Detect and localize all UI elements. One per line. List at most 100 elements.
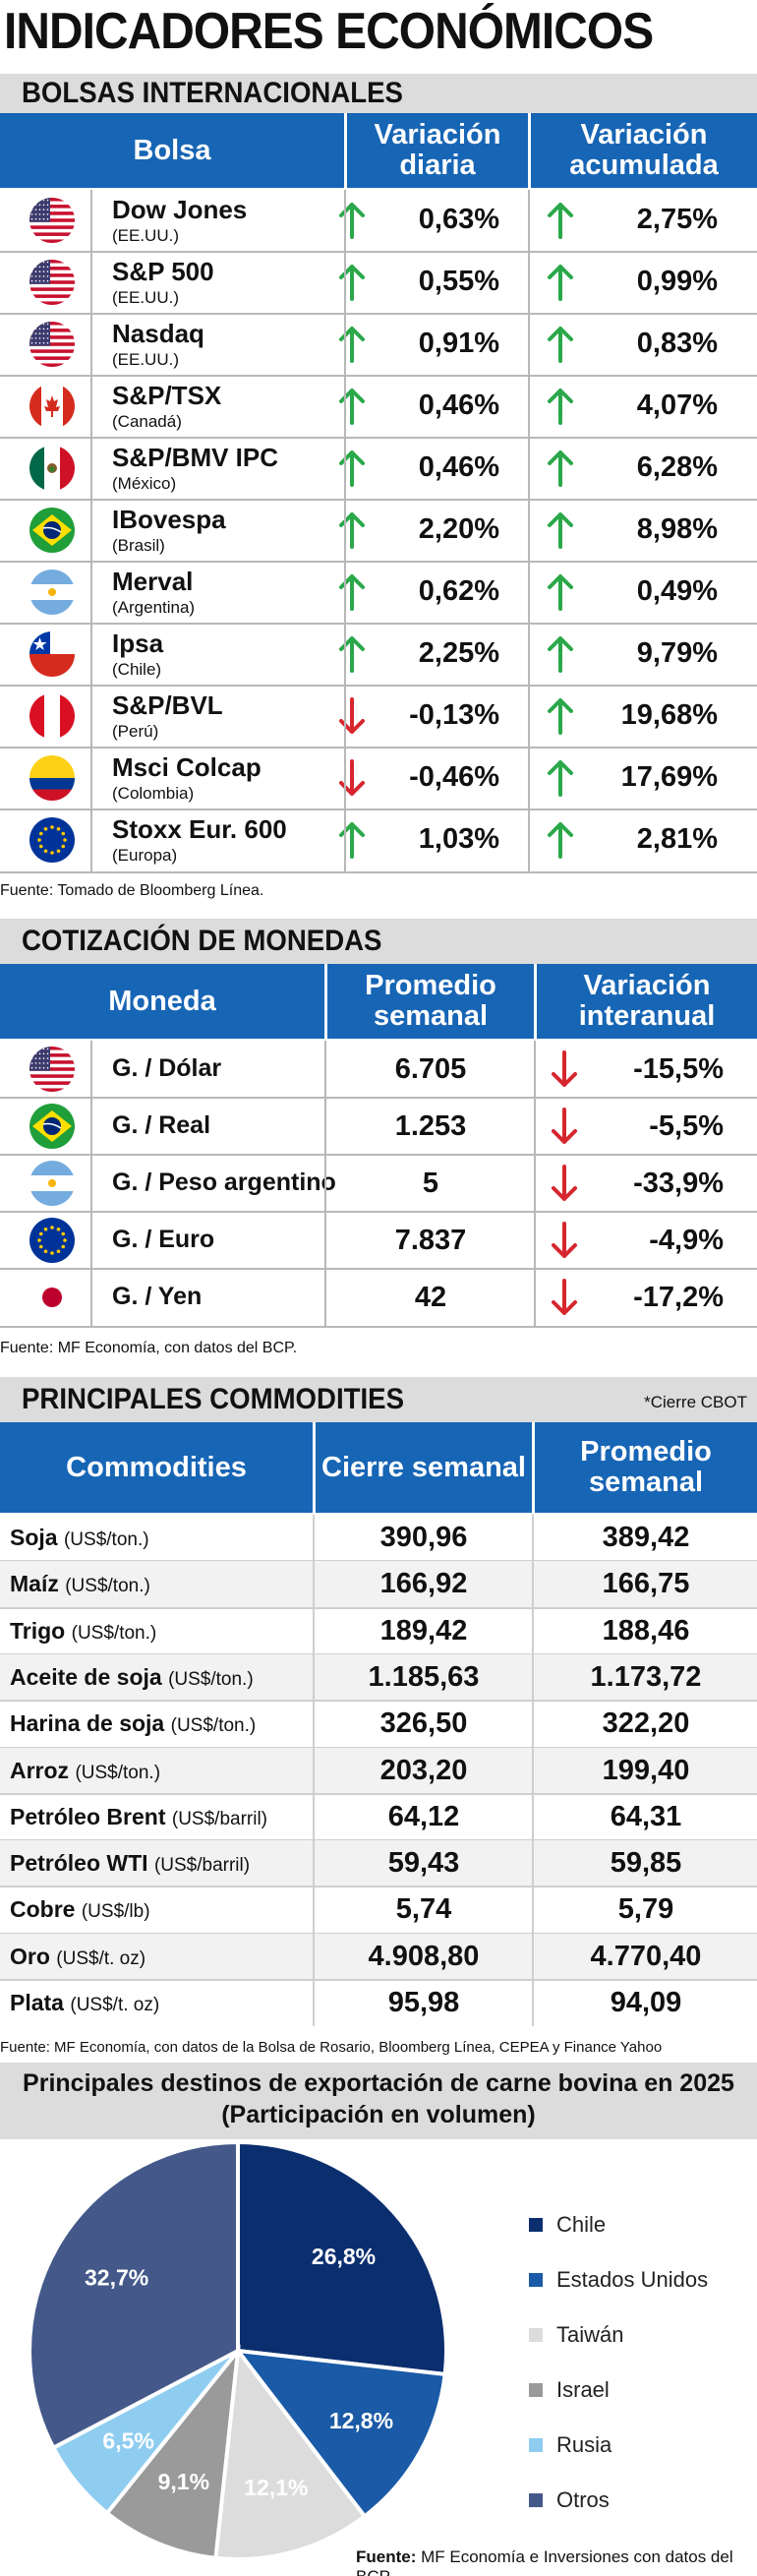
accumulated-variation: 2,75% (636, 204, 718, 235)
bolsa-row-s-p-tsx: S&P/TSX (Canadá) 0,46% 4,07% (0, 376, 757, 438)
commodity-label: Petróleo WTI (10, 1850, 148, 1876)
daily-variation: -0,46% (409, 761, 499, 793)
chile-flag-icon (29, 631, 75, 677)
section-band-monedas: COTIZACIÓN DE MONEDAS (0, 919, 757, 964)
row-stripe (0, 1840, 757, 1887)
arrow-down-icon (551, 1108, 578, 1145)
commodity-label: Aceite de soja (10, 1664, 162, 1690)
row-divider (0, 1700, 757, 1702)
arrow-down-icon (338, 759, 366, 797)
row-stripe (0, 1654, 757, 1701)
commodity-row: Trigo (US$/ton.) 189,42 188,46 (0, 1608, 757, 1654)
row-divider (0, 499, 757, 501)
daily-variation: 0,55% (418, 266, 499, 297)
chart-title: Principales destinos de exportación de c… (23, 2069, 734, 2097)
weekly-close: 59,43 (387, 1847, 460, 1879)
weekly-average: 4.770,40 (590, 1941, 702, 1972)
arrow-down-icon (551, 1222, 578, 1259)
page-title: INDICADORES ECONÓMICOS (4, 3, 654, 60)
daily-variation: 0,63% (418, 204, 499, 235)
bolsa-country: (México) (112, 474, 177, 493)
commodity-name: Soja (US$/ton.) (10, 1525, 149, 1551)
legend-swatch (529, 2328, 543, 2342)
legend-item: Taiwán (529, 2322, 624, 2347)
row-divider (0, 871, 757, 873)
bolsa-name: Nasdaq (112, 319, 204, 348)
daily-variation: 1,03% (418, 823, 499, 855)
weekly-close: 4.908,80 (368, 1941, 480, 1972)
currency-name: G. / Real (112, 1111, 211, 1139)
row-divider (0, 561, 757, 563)
legend-label: Taiwán (556, 2322, 624, 2347)
commodity-row: Plata (US$/t. oz) 95,98 94,09 (0, 1980, 757, 2026)
arrow-up-icon (338, 264, 366, 301)
bolsa-row-stoxx-eur-600: Stoxx Eur. 600 (Europa) 1,03% 2,81% (0, 809, 757, 871)
bolsa-country: (EE.UU.) (112, 288, 179, 307)
commodity-row: Cobre (US$/lb) 5,74 5,79 (0, 1887, 757, 1933)
bolsa-row-ibovespa: IBovespa (Brasil) 2,20% 8,98% (0, 500, 757, 562)
daily-variation: 0,91% (418, 328, 499, 359)
commodity-row: Petróleo WTI (US$/barril) 59,43 59,85 (0, 1840, 757, 1887)
bolsa-row-merval: Merval (Argentina) 0,62% 0,49% (0, 562, 757, 624)
colombia-flag-icon (29, 755, 75, 801)
column-divider (532, 1515, 534, 2026)
section-band-commodities: PRINCIPALES COMMODITIES *Cierre CBOT (0, 1377, 757, 1422)
argentina-flag-icon (29, 1161, 75, 1206)
arrow-up-icon (547, 821, 574, 859)
weekly-close: 203,20 (379, 1755, 468, 1786)
commodity-label: Arroz (10, 1758, 70, 1783)
header-moneda: Moneda (108, 985, 216, 1017)
eu-flag-icon (29, 1218, 75, 1263)
commodities-table-header: Commodities Cierre semanal Promedio sema… (0, 1422, 757, 1513)
legend-swatch (529, 2493, 543, 2507)
weekly-average: 5 (422, 1168, 439, 1199)
currency-row: G. / Dólar 6.705 -15,5% (0, 1041, 757, 1098)
daily-variation: 2,25% (418, 637, 499, 669)
legend-item: Otros (529, 2487, 610, 2512)
weekly-close: 326,50 (379, 1707, 468, 1739)
commodity-unit: (US$/t. oz) (56, 1948, 146, 1969)
legend-item: Israel (529, 2377, 610, 2402)
arrow-down-icon (551, 1279, 578, 1316)
row-stripe (0, 1934, 757, 1980)
bolsa-country: (Argentina) (112, 598, 196, 617)
commodity-label: Trigo (10, 1618, 66, 1644)
row-divider (0, 1097, 757, 1099)
commodity-name: Petróleo WTI (US$/barril) (10, 1850, 250, 1877)
header-divider (532, 1422, 535, 1513)
pie-slice-taiw-n (213, 2345, 368, 2561)
currency-name: G. / Yen (112, 1283, 203, 1310)
row-divider (0, 1793, 757, 1795)
daily-variation: 0,62% (418, 575, 499, 607)
bolsa-name: Dow Jones (112, 195, 248, 224)
daily-variation: 0,46% (418, 389, 499, 421)
bolsas-source: Fuente: Tomado de Bloomberg Línea. (0, 882, 264, 899)
arrow-up-icon (338, 202, 366, 239)
section-title-monedas: COTIZACIÓN DE MONEDAS (22, 925, 382, 957)
chart-source-text: MF Economía e Inversiones con datos del … (356, 2547, 733, 2576)
accumulated-variation: 17,69% (620, 761, 718, 793)
commodity-name: Petróleo Brent (US$/barril) (10, 1804, 267, 1830)
chart-subtitle: (Participación en volumen) (221, 2101, 536, 2128)
chart-source: Fuente: MF Economía e Inversiones con da… (356, 2547, 757, 2576)
header-divider (313, 1422, 316, 1513)
column-divider (313, 1515, 315, 2026)
commodity-name: Plata (US$/t. oz) (10, 1990, 159, 2016)
weekly-average: 199,40 (602, 1755, 690, 1786)
commodity-row: Maíz (US$/ton.) 166,92 166,75 (0, 1561, 757, 1607)
arrow-down-icon (338, 697, 366, 735)
row-divider (0, 685, 757, 687)
us-flag-icon (29, 1047, 75, 1092)
bolsa-country: (Perú) (112, 722, 159, 741)
currency-row: G. / Peso argentino 5 -33,9% (0, 1155, 757, 1212)
bolsa-name: IBovespa (112, 505, 226, 534)
currency-name: G. / Peso argentino (112, 1168, 336, 1196)
commodity-row: Oro (US$/t. oz) 4.908,80 4.770,40 (0, 1934, 757, 1980)
row-divider (0, 1211, 757, 1213)
arrow-up-icon (338, 388, 366, 425)
currency-row: G. / Yen 42 -17,2% (0, 1269, 757, 1326)
arrow-up-icon (338, 449, 366, 487)
commodity-unit: (US$/ton.) (63, 1529, 149, 1550)
commodity-label: Soja (10, 1525, 58, 1550)
interannual-variation: -5,5% (649, 1110, 724, 1142)
